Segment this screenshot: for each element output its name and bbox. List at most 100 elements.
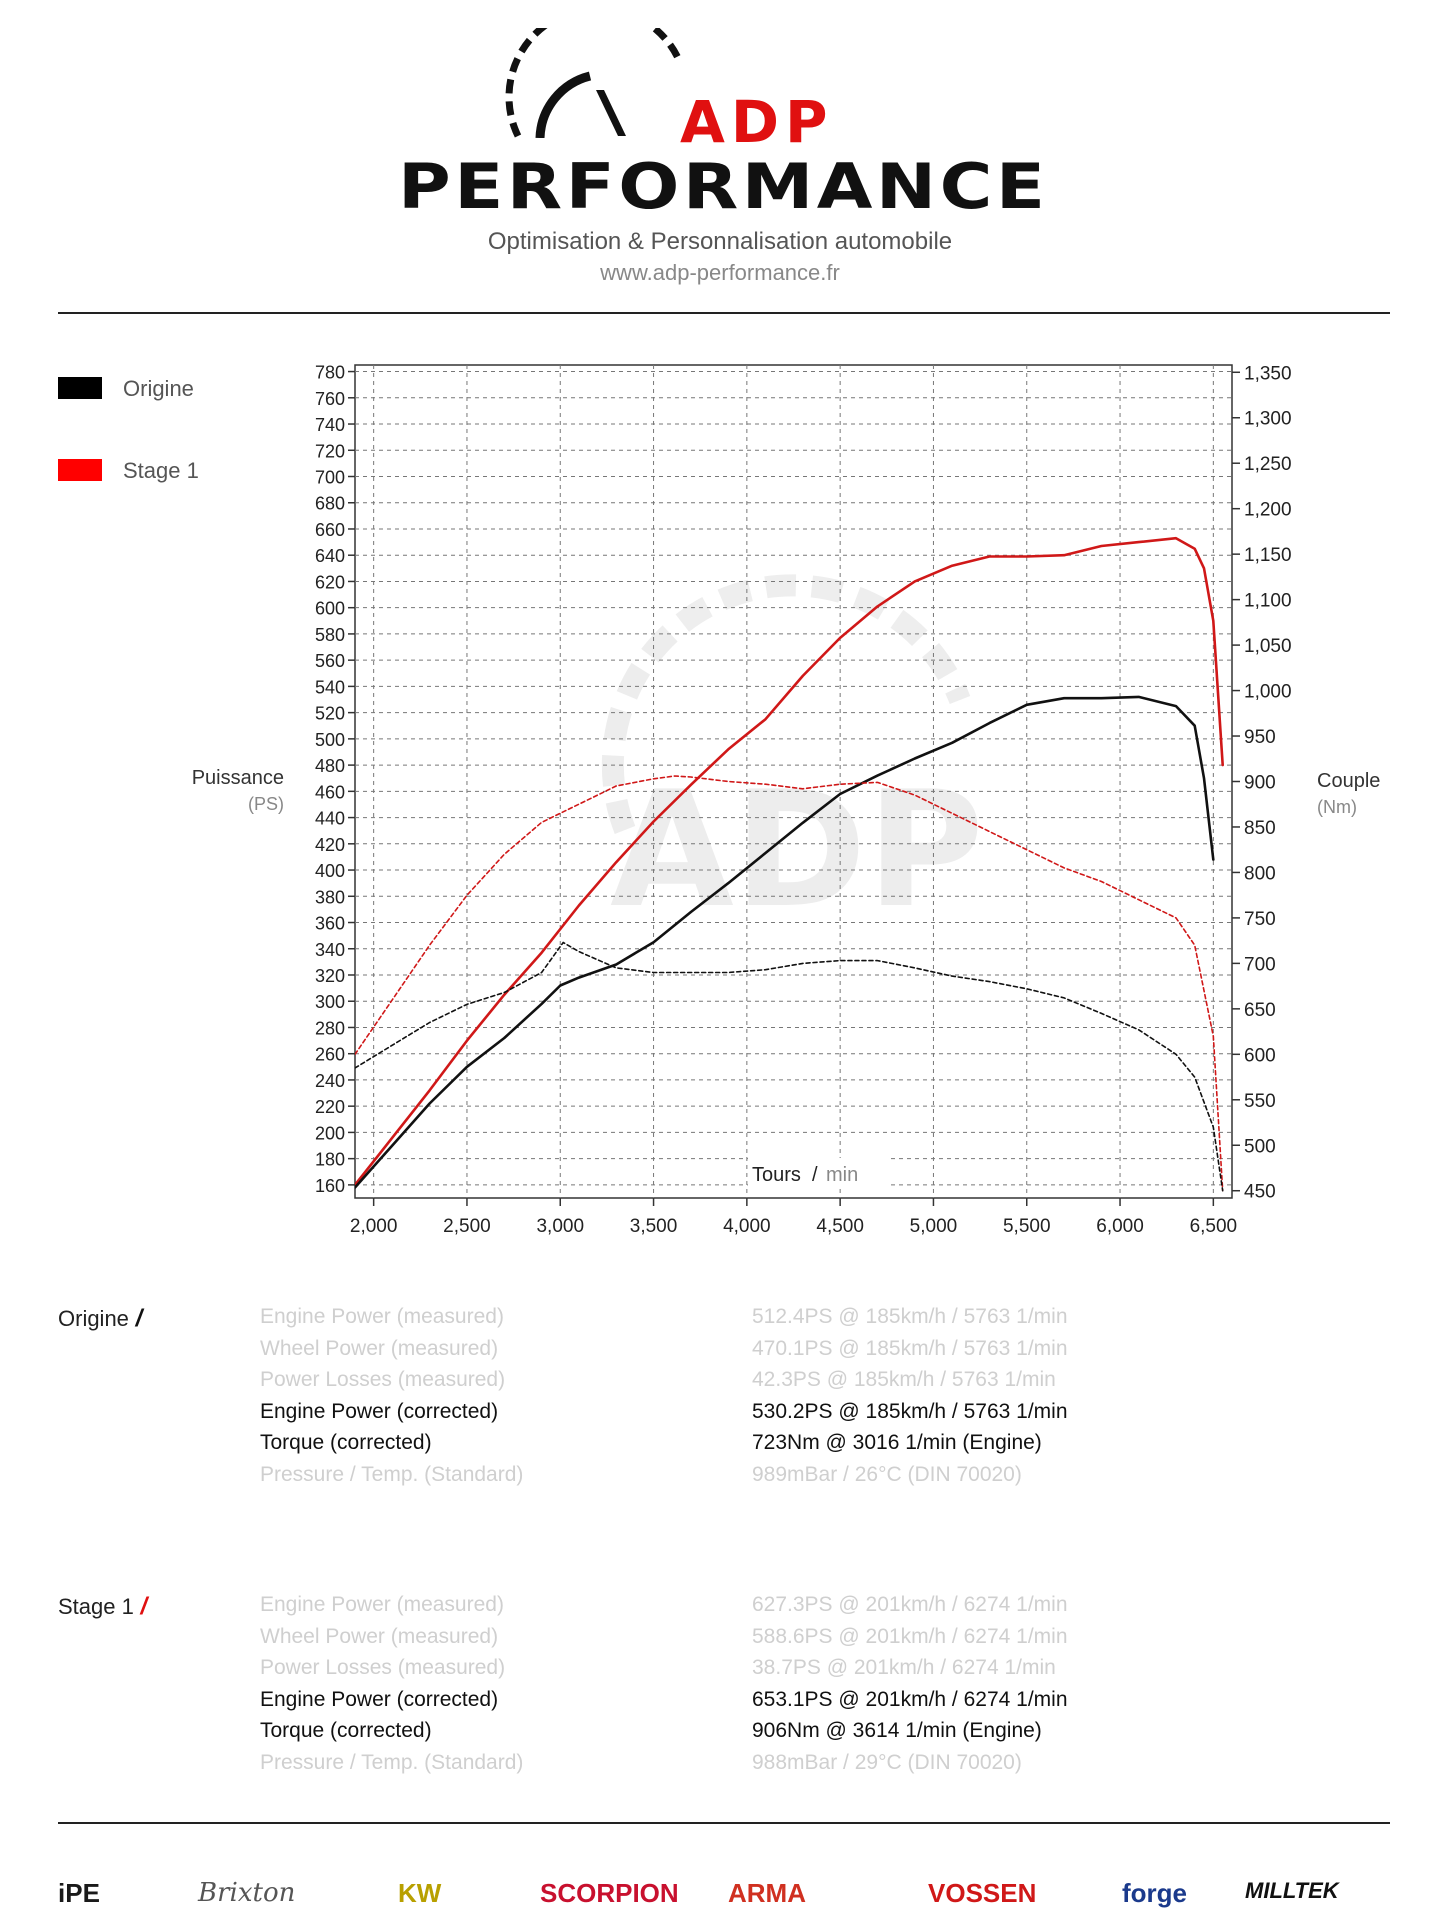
y2-tick-label: 1,350 — [1244, 363, 1292, 384]
series-stage1-power-line — [355, 536, 1224, 1187]
left-axis-title: Puissance — [191, 767, 284, 789]
result-row-value: 512.4PS @ 185km/h / 5763 1/min — [752, 1305, 1068, 1328]
logo-gauge-icon — [505, 28, 682, 138]
tagline: Optimisation & Personnalisation automobi… — [487, 228, 953, 255]
y-tick-label: 620 — [315, 572, 345, 592]
y-tick-label: 560 — [315, 651, 345, 671]
partner-logo-kw: KW — [398, 1878, 442, 1908]
y-tick-label: 740 — [315, 415, 345, 435]
x-tick-label: 5,500 — [1003, 1216, 1051, 1237]
x-tick-label: 6,000 — [1096, 1216, 1144, 1237]
y-tick-label: 400 — [315, 861, 345, 881]
y-tick-label: 680 — [315, 494, 345, 514]
partner-logo-ipe: iPE — [58, 1878, 100, 1908]
y2-tick-label: 850 — [1244, 818, 1276, 839]
y2-tick-label: 1,100 — [1244, 591, 1292, 612]
y-tick-label: 700 — [315, 468, 345, 488]
y-tick-label: 320 — [315, 966, 345, 986]
result-row-value: 530.2PS @ 185km/h / 5763 1/min — [752, 1399, 1068, 1423]
legend-swatch-stage1 — [58, 459, 102, 481]
y-tick-label: 720 — [315, 441, 345, 461]
y-tick-label: 340 — [315, 940, 345, 960]
result-section-label: Origine — [58, 1306, 129, 1331]
x-axis-unit: min — [826, 1164, 858, 1186]
result-row-value: 38.7PS @ 201km/h / 6274 1/min — [752, 1656, 1056, 1679]
result-row-value: 588.6PS @ 201km/h / 6274 1/min — [752, 1624, 1068, 1648]
y2-tick-label: 750 — [1244, 909, 1276, 930]
y2-tick-label: 1,150 — [1244, 545, 1292, 566]
result-row-label: Torque (corrected) — [260, 1719, 432, 1742]
y-tick-label: 200 — [315, 1123, 345, 1143]
x-axis-title-sep: / — [812, 1164, 818, 1186]
right-axis-unit: (Nm) — [1317, 797, 1357, 817]
y-tick-label: 420 — [315, 835, 345, 855]
y2-tick-label: 700 — [1244, 954, 1276, 975]
y-tick-label: 600 — [315, 599, 345, 619]
website-url: www.adp-performance.fr — [600, 260, 840, 285]
x-tick-label: 4,000 — [723, 1216, 771, 1237]
y2-tick-label: 1,000 — [1244, 682, 1292, 703]
result-row-label: Wheel Power (measured) — [260, 1336, 499, 1360]
result-row-value: 906Nm @ 3614 1/min (Engine) — [752, 1719, 1042, 1742]
y-tick-label: 540 — [315, 677, 345, 697]
result-row-label: Pressure / Temp. (Standard) — [260, 1750, 524, 1774]
partner-logo-scorpion: SCORPION — [540, 1878, 679, 1908]
result-row-label: Engine Power (corrected) — [260, 1399, 499, 1423]
y-tick-label: 260 — [315, 1045, 345, 1065]
logo-wordmark-adp: ADP — [680, 88, 834, 156]
result-row-label: Engine Power (corrected) — [260, 1687, 499, 1711]
result-row-value: 470.1PS @ 185km/h / 5763 1/min — [752, 1336, 1068, 1360]
y-tick-label: 180 — [315, 1150, 345, 1170]
y2-tick-label: 500 — [1244, 1136, 1276, 1157]
y2-tick-label: 950 — [1244, 727, 1276, 748]
y2-tick-label: 1,300 — [1244, 409, 1292, 430]
y2-tick-label: 1,250 — [1244, 454, 1292, 475]
result-section-label: Stage 1 — [58, 1594, 134, 1619]
y-tick-label: 280 — [315, 1018, 345, 1038]
x-tick-label: 4,500 — [816, 1216, 864, 1237]
y-tick-label: 660 — [315, 520, 345, 540]
result-row-label: Pressure / Temp. (Standard) — [260, 1462, 524, 1486]
x-axis-title-bg — [748, 1158, 888, 1188]
x-tick-label: 3,500 — [630, 1216, 678, 1237]
y2-tick-label: 600 — [1244, 1045, 1276, 1066]
partner-logo-milltek: MILLTEK — [1245, 1878, 1339, 1903]
x-tick-label: 5,000 — [910, 1216, 958, 1237]
result-section-name: Stage 1 / — [58, 1593, 147, 1621]
x-tick-label: 2,000 — [350, 1216, 398, 1237]
result-row-value: 723Nm @ 3016 1/min (Engine) — [752, 1431, 1042, 1454]
y-tick-label: 640 — [315, 546, 345, 566]
partner-logo-vossen: VOSSEN — [928, 1878, 1037, 1908]
series-slash-icon: / — [133, 1593, 148, 1620]
x-axis-title: Tours — [752, 1164, 801, 1186]
series-origine-torque-line — [355, 941, 1224, 1192]
y2-tick-label: 800 — [1244, 863, 1276, 884]
series-slash-icon: / — [128, 1305, 143, 1332]
y2-tick-label: 650 — [1244, 1000, 1276, 1021]
y-tick-label: 300 — [315, 992, 345, 1012]
legend-swatch-origine — [58, 377, 102, 399]
y2-tick-label: 450 — [1244, 1182, 1276, 1203]
result-row-value: 989mBar / 26°C (DIN 70020) — [752, 1462, 1022, 1486]
y-tick-label: 500 — [315, 730, 345, 750]
result-section-name: Origine / — [58, 1305, 142, 1333]
result-row-label: Engine Power (measured) — [260, 1593, 504, 1616]
divider-bottom — [58, 1822, 1390, 1824]
y2-tick-label: 1,050 — [1244, 636, 1292, 657]
result-row-value: 988mBar / 29°C (DIN 70020) — [752, 1750, 1022, 1774]
y2-tick-label: 550 — [1244, 1091, 1276, 1112]
right-axis-title: Couple — [1317, 770, 1381, 792]
y-tick-label: 240 — [315, 1071, 345, 1091]
result-row-label: Power Losses (measured) — [260, 1656, 506, 1679]
divider-top — [58, 312, 1390, 314]
result-row-value: 653.1PS @ 201km/h / 6274 1/min — [752, 1687, 1068, 1711]
x-tick-label: 2,500 — [443, 1216, 491, 1237]
y-tick-label: 220 — [315, 1097, 345, 1117]
partner-logo-brixton: Brixton — [198, 1878, 296, 1908]
result-row-value: 42.3PS @ 185km/h / 5763 1/min — [752, 1368, 1056, 1391]
series-origine-power-line — [355, 695, 1215, 1189]
svg-text:ADP: ADP — [610, 756, 984, 943]
y-tick-label: 460 — [315, 782, 345, 802]
result-row-label: Engine Power (measured) — [260, 1305, 504, 1328]
x-tick-label: 3,000 — [536, 1216, 584, 1237]
